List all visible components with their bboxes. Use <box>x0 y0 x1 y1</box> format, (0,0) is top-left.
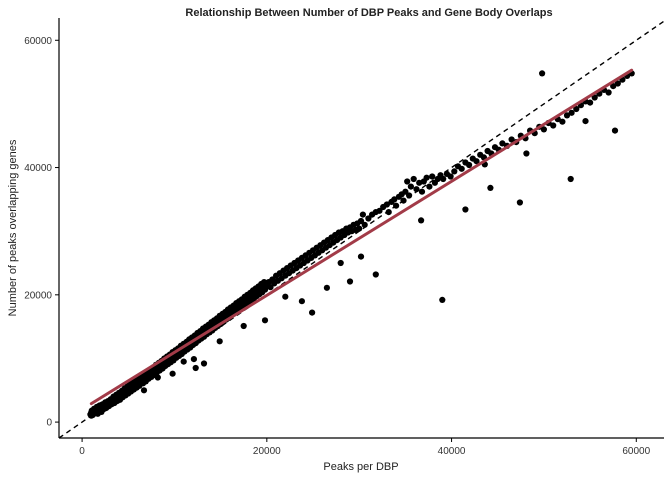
data-point <box>123 390 130 397</box>
data-point <box>559 118 566 125</box>
y-tick-label: 60000 <box>24 36 52 47</box>
data-point <box>400 197 407 204</box>
data-point <box>261 317 269 324</box>
data-point <box>582 118 589 125</box>
data-point <box>516 199 524 206</box>
data-point <box>499 140 506 147</box>
data-point <box>605 89 612 96</box>
data-point <box>406 192 413 199</box>
data-point <box>393 202 400 209</box>
data-point <box>440 175 447 183</box>
data-point <box>192 364 199 372</box>
points-layer <box>87 70 635 419</box>
data-point <box>407 183 414 190</box>
data-point <box>473 158 480 165</box>
data-point <box>169 370 176 377</box>
data-point <box>337 259 344 267</box>
data-point <box>267 284 274 291</box>
fit-line <box>89 68 634 406</box>
y-axis-label: Number of peaks overlapping genes <box>7 139 19 316</box>
y-tick-label: 0 <box>46 418 52 429</box>
x-tick-label: 40000 <box>438 446 466 457</box>
data-point <box>298 298 305 305</box>
data-point <box>180 358 187 365</box>
data-point <box>451 168 458 175</box>
data-point <box>426 183 433 190</box>
data-point <box>568 109 575 116</box>
data-point <box>309 309 316 316</box>
data-point <box>563 112 571 119</box>
y-axis-ticks: 0 20000 40000 60000 <box>24 36 59 429</box>
data-point <box>439 296 446 303</box>
data-point <box>614 80 621 87</box>
data-point <box>413 186 420 193</box>
data-point <box>539 70 546 77</box>
x-tick-label: 60000 <box>622 446 650 457</box>
chart-title: Relationship Between Number of DBP Peaks… <box>185 7 552 19</box>
data-point <box>423 174 430 181</box>
data-point <box>611 127 619 134</box>
data-point <box>508 136 515 143</box>
data-point <box>88 412 95 419</box>
data-point <box>567 175 574 183</box>
data-point <box>154 374 161 381</box>
data-point <box>109 399 116 406</box>
data-point <box>573 105 580 113</box>
x-axis-ticks: 0 20000 40000 60000 <box>79 438 651 457</box>
data-point <box>523 150 530 157</box>
data-point <box>402 188 409 195</box>
data-point <box>372 271 379 278</box>
reference-line <box>59 20 664 438</box>
data-point <box>587 99 594 106</box>
data-point <box>591 94 598 101</box>
data-point <box>385 209 392 216</box>
data-point <box>190 356 197 363</box>
data-point <box>410 175 417 183</box>
data-point <box>550 122 557 129</box>
data-point <box>359 211 366 218</box>
data-point <box>383 201 390 208</box>
data-point <box>447 173 454 180</box>
data-point <box>98 408 105 415</box>
data-point <box>323 284 330 291</box>
data-point <box>610 83 617 90</box>
data-point <box>376 207 383 214</box>
data-point <box>462 206 469 213</box>
data-point <box>361 221 368 228</box>
y-tick-label: 20000 <box>24 290 52 301</box>
data-point <box>540 126 548 133</box>
data-point <box>418 188 426 195</box>
plot-area <box>59 20 664 438</box>
data-point <box>391 196 398 203</box>
data-point <box>282 293 289 300</box>
data-point <box>404 178 411 185</box>
y-tick-label: 40000 <box>24 163 52 174</box>
data-point <box>365 215 372 222</box>
data-point <box>346 278 354 285</box>
data-point <box>418 217 425 224</box>
data-point <box>216 338 223 345</box>
x-tick-label: 0 <box>79 446 85 457</box>
data-point <box>429 173 436 180</box>
data-point <box>357 217 365 225</box>
x-axis-label: Peaks per DBP <box>323 461 398 473</box>
data-point <box>200 360 208 367</box>
data-point <box>140 387 148 394</box>
data-point <box>458 165 465 172</box>
data-point <box>487 184 494 191</box>
data-point <box>356 225 363 232</box>
data-point <box>240 322 247 330</box>
data-point <box>466 161 473 169</box>
data-point <box>357 253 365 260</box>
x-tick-label: 20000 <box>253 446 281 457</box>
